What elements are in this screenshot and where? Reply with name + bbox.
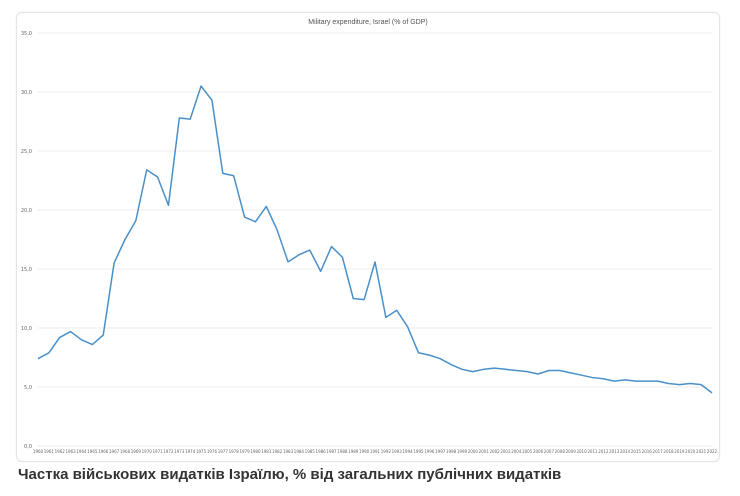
- x-tick-label: 1980: [250, 449, 261, 454]
- y-tick-label: 30,0: [21, 90, 32, 96]
- x-tick-label: 2003: [500, 449, 511, 454]
- x-tick-label: 2017: [653, 449, 664, 454]
- x-tick-label: 1993: [392, 449, 403, 454]
- x-tick-label: 1984: [294, 449, 305, 454]
- x-tick-label: 2019: [674, 449, 685, 454]
- grid-lines: [38, 32, 712, 447]
- x-tick-label: 2018: [663, 449, 674, 454]
- chart-caption: Частка військових видатків Ізраїлю, % ві…: [18, 466, 562, 483]
- x-tick-label: 2000: [468, 449, 479, 454]
- x-tick-label: 1976: [207, 449, 218, 454]
- x-tick-label: 2010: [576, 449, 587, 454]
- x-tick-label: 2006: [533, 449, 544, 454]
- x-tick-label: 1983: [283, 449, 294, 454]
- y-tick-label: 20,0: [21, 208, 32, 214]
- x-tick-label: 2013: [609, 449, 620, 454]
- x-tick-label: 1995: [413, 449, 424, 454]
- x-tick-label: 1999: [457, 449, 468, 454]
- x-tick-label: 2002: [489, 449, 500, 454]
- x-tick-label: 2016: [642, 449, 653, 454]
- x-tick-label: 1962: [55, 449, 66, 454]
- x-tick-label: 1963: [66, 449, 77, 454]
- x-tick-label: 2022: [707, 449, 718, 454]
- x-tick-label: 1977: [218, 449, 229, 454]
- x-tick-label: 1987: [326, 449, 337, 454]
- x-tick-label: 1961: [44, 449, 55, 454]
- x-tick-label: 1967: [109, 449, 120, 454]
- x-tick-label: 2007: [544, 449, 555, 454]
- x-tick-label: 1986: [316, 449, 327, 454]
- y-tick-label: 15,0: [21, 267, 32, 273]
- x-tick-label: 1992: [381, 449, 392, 454]
- x-tick-label: 1969: [131, 449, 142, 454]
- x-axis-ticks: 1960 1961 1962 1963 1964 1965 1966 1967 1968 1969…: [33, 449, 718, 454]
- x-tick-label: 1974: [185, 449, 196, 454]
- x-tick-label: 1990: [359, 449, 370, 454]
- x-tick-label: 2014: [620, 449, 631, 454]
- y-tick-label: 10,0: [21, 326, 32, 332]
- x-tick-label: 1988: [337, 449, 348, 454]
- x-tick-label: 1996: [424, 449, 435, 454]
- x-tick-label: 1972: [163, 449, 174, 454]
- x-tick-label: 2004: [511, 449, 522, 454]
- x-tick-label: 2001: [479, 449, 490, 454]
- x-tick-label: 2012: [598, 449, 609, 454]
- x-tick-label: 1966: [98, 449, 109, 454]
- series-line: [37, 85, 713, 394]
- x-tick-label: 2020: [685, 449, 696, 454]
- x-tick-label: 1973: [174, 449, 185, 454]
- y-tick-label: 35,0: [21, 31, 32, 37]
- y-axis-ticks: 0,0 5,0 10,0 15,0 20,0 25,0 30,0 35,0: [21, 31, 32, 450]
- y-tick-label: 5,0: [24, 385, 32, 391]
- x-tick-label: 2009: [566, 449, 577, 454]
- x-tick-label: 1979: [239, 449, 250, 454]
- x-tick-label: 2015: [631, 449, 642, 454]
- x-tick-label: 1997: [435, 449, 446, 454]
- x-tick-label: 2008: [555, 449, 566, 454]
- x-tick-label: 1985: [305, 449, 316, 454]
- x-tick-label: 1965: [87, 449, 98, 454]
- x-tick-label: 2005: [522, 449, 533, 454]
- x-tick-label: 1971: [152, 449, 163, 454]
- y-tick-label: 25,0: [21, 149, 32, 155]
- y-tick-label: 0,0: [24, 444, 32, 450]
- x-tick-label: 1981: [261, 449, 272, 454]
- x-tick-label: 1975: [196, 449, 207, 454]
- x-tick-label: 1989: [348, 449, 359, 454]
- x-tick-label: 2011: [587, 449, 598, 454]
- chart-title: Military expenditure, Israel (% of GDP): [308, 19, 427, 26]
- x-tick-label: 1978: [229, 449, 240, 454]
- x-tick-label: 1994: [403, 449, 414, 454]
- x-tick-label: 1964: [76, 449, 87, 454]
- x-tick-label: 1970: [142, 449, 153, 454]
- x-tick-label: 1968: [120, 449, 131, 454]
- x-tick-label: 1982: [272, 449, 283, 454]
- x-tick-label: 2021: [696, 449, 707, 454]
- x-tick-label: 1998: [446, 449, 457, 454]
- x-tick-label: 1991: [370, 449, 381, 454]
- line-chart: Military expenditure, Israel (% of GDP) …: [21, 19, 718, 454]
- x-tick-label: 1960: [33, 449, 44, 454]
